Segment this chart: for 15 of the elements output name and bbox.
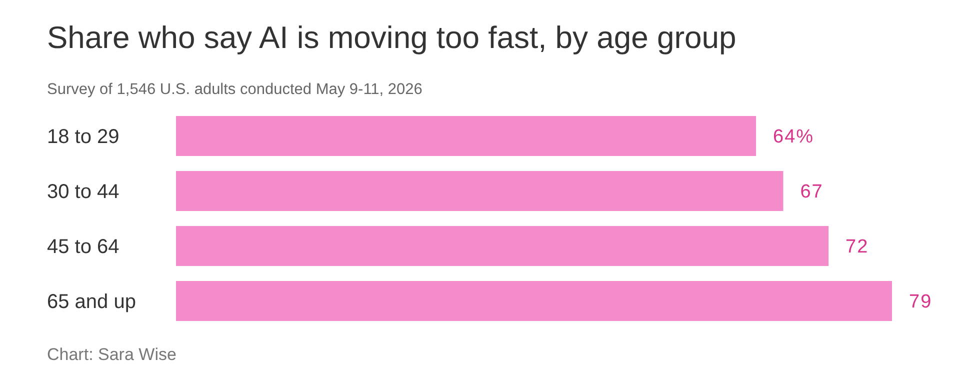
text: Chart: Sara Wise [47,345,176,364]
data-label: 79 [909,292,932,313]
bar [176,171,784,211]
data-label: 64% [773,126,814,148]
data-label: 67 [800,182,824,203]
data-label: 72 [846,236,869,258]
chart-subtitle: Survey of 1,546 U.S. adults conducted May 9-11, 2026 [47,81,422,98]
bar [176,226,829,266]
chart-title: Share who say AI is moving too fast, by age group [47,20,736,55]
y-tick-label: 45 to 64 [47,236,120,258]
y-tick-label: 18 to 29 [47,126,120,148]
y-tick-label: 65 and up [47,291,136,313]
bar [176,281,892,321]
bar [176,116,756,156]
y-tick-label: 30 to 44 [47,181,120,203]
